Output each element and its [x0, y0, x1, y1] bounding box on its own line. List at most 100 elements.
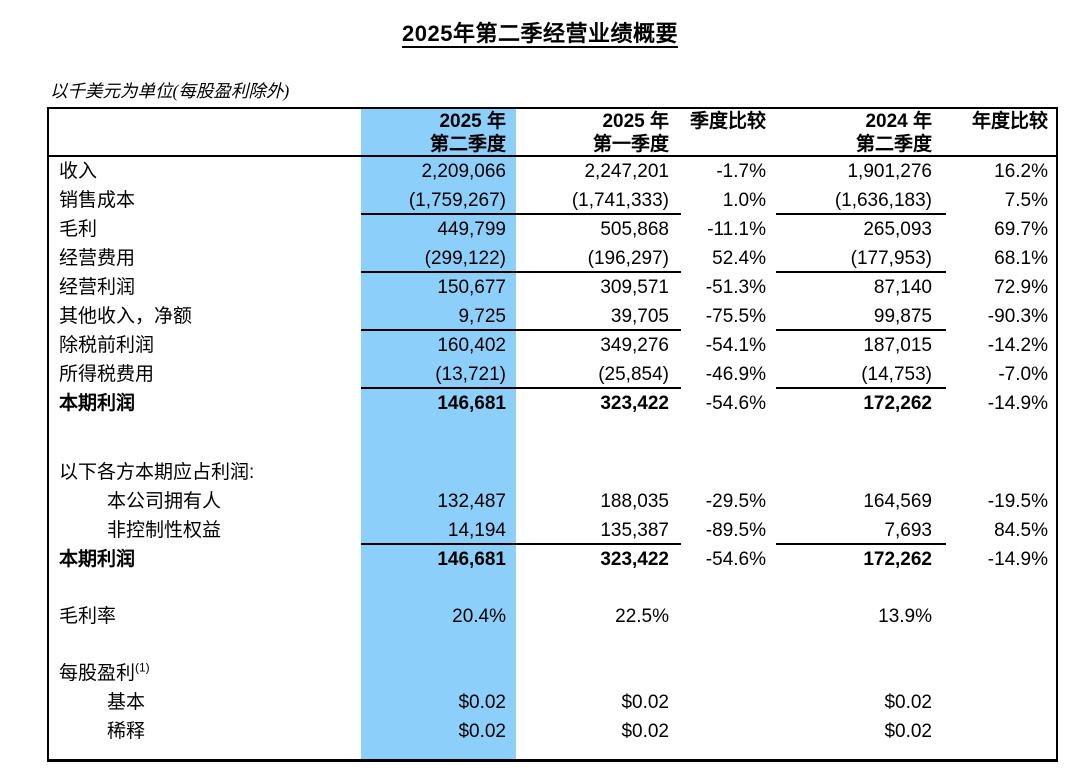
header-yoy-comparison: 年度比较 [971, 111, 1048, 132]
cell-qoq: 52.4% [712, 248, 766, 269]
cell-2024-q2: $0.02 [884, 692, 932, 713]
cell-yoy: -14.2% [987, 335, 1048, 356]
table-row: 经营利润 150,677 309,571 -51.3% 87,140 72.9% [49, 273, 1056, 302]
cell-2025-q2: (299,122) [361, 244, 516, 273]
table-row: 收入 2,209,066 2,247,201 -1.7% 1,901,276 16.2% [49, 157, 1056, 186]
cell-yoy [946, 659, 1056, 688]
cell-qoq: -29.5% [705, 491, 766, 512]
cell-yoy [946, 602, 1056, 631]
cell-qoq: -51.3% [705, 277, 766, 298]
cell-2025-q1: 309,571 [600, 277, 669, 298]
cell-2024-q2: 13.9% [878, 606, 932, 627]
row-label: 非控制性权益 [107, 520, 222, 541]
row-label: 毛利 [59, 219, 98, 240]
cell-2025-q1: 39,705 [516, 302, 681, 331]
cell-2024-q2: (14,753) [776, 360, 946, 389]
cell-yoy: -7.0% [998, 364, 1048, 385]
cell-2025-q1 [516, 659, 681, 688]
row-label: 本期利润 [59, 393, 136, 414]
cell-2025-q2: 132,487 [361, 487, 516, 516]
cell-yoy [946, 574, 1056, 602]
cell-2025-q2: 146,681 [361, 389, 516, 418]
cell-2025-q2: 449,799 [361, 215, 516, 244]
spacer-row [49, 574, 1056, 602]
cell-qoq: -1.7% [716, 161, 766, 182]
table-row: 每股盈利(1) [49, 659, 1056, 688]
table-header-row: 2025 年 第二季度 2025 年 第一季度 季度比较 2024 年 第二季度… [49, 109, 1056, 157]
row-label: 其他收入，净额 [59, 306, 193, 327]
cell-2025-q2: 20.4% [361, 602, 516, 631]
cell-2025-q1: 349,276 [600, 335, 669, 356]
header-2025-q2: 2025 年 第二季度 [361, 109, 516, 155]
cell-2025-q1 [516, 458, 681, 487]
table-row: 销售成本 (1,759,267) (1,741,333) 1.0% (1,636,183… [49, 186, 1056, 215]
cell-2025-q1: 22.5% [615, 606, 669, 627]
cell-yoy [946, 458, 1056, 487]
cell-2025-q1: 323,422 [600, 549, 669, 570]
cell-2024-q2 [776, 418, 946, 458]
row-label [49, 631, 361, 659]
cell-yoy [946, 631, 1056, 659]
cell-2025-q2 [361, 418, 516, 458]
cell-2025-q1: (1,741,333) [516, 186, 681, 215]
cell-2025-q1 [516, 418, 681, 458]
cell-qoq: -54.6% [705, 393, 766, 414]
cell-2025-q2: $0.02 [361, 717, 516, 746]
cell-2025-q2: 146,681 [361, 545, 516, 574]
cell-qoq: -54.1% [705, 335, 766, 356]
cell-2024-q2: 87,140 [873, 277, 932, 298]
spacer-row [49, 631, 1056, 659]
header-row-label [49, 109, 361, 155]
row-label: 收入 [59, 161, 98, 182]
cell-qoq [681, 688, 776, 717]
table-row: 其他收入，净额 9,725 39,705 -75.5% 99,875 -90.3% [49, 302, 1056, 331]
cell-yoy: 7.5% [1004, 190, 1048, 211]
cell-yoy: -14.9% [987, 393, 1048, 414]
row-label: 稀释 [107, 721, 146, 742]
page-title-text: 2025年第二季经营业绩概要 [402, 21, 678, 46]
row-label [49, 574, 361, 602]
cell-2025-q2: (13,721) [361, 360, 516, 389]
cell-qoq [681, 418, 776, 458]
cell-qoq [681, 458, 776, 487]
cell-qoq [681, 717, 776, 746]
cell-yoy: 16.2% [994, 161, 1048, 182]
cell-2024-q2: 1,901,276 [847, 161, 932, 182]
table-row: 稀释 $0.02 $0.02 $0.02 [49, 717, 1056, 746]
cell-2025-q2: (1,759,267) [361, 186, 516, 215]
spacer-row [49, 418, 1056, 458]
cell-qoq [681, 602, 776, 631]
cell-2024-q2: 172,262 [863, 393, 932, 414]
cell-qoq: -54.6% [705, 549, 766, 570]
cell-qoq [681, 631, 776, 659]
cell-2025-q2 [361, 659, 516, 688]
cell-yoy [946, 418, 1056, 458]
cell-2024-q2: 7,693 [776, 516, 946, 545]
row-label: 经营费用 [59, 248, 136, 269]
cell-2024-q2: (177,953) [776, 244, 946, 273]
cell-2025-q2 [361, 746, 516, 759]
units-note: 以千美元为单位(每股盈利除外) [50, 81, 290, 101]
table-row: 以下各方本期应占利润: [49, 458, 1056, 487]
cell-yoy: 68.1% [994, 248, 1048, 269]
table-row: 本公司拥有人 132,487 188,035 -29.5% 164,569 -19.5% [49, 487, 1056, 516]
cell-yoy [946, 746, 1056, 759]
cell-2025-q2 [361, 458, 516, 487]
cell-2025-q1 [516, 574, 681, 602]
footnote-marker: (1) [135, 660, 150, 675]
cell-2024-q2: 187,015 [863, 335, 932, 356]
row-label: 每股盈利(1) [59, 660, 150, 684]
table-row: 毛利率 20.4% 22.5% 13.9% [49, 602, 1056, 631]
table-row: 毛利 449,799 505,868 -11.1% 265,093 69.7% [49, 215, 1056, 244]
table-body: 收入 2,209,066 2,247,201 -1.7% 1,901,276 16.2% 销… [49, 157, 1056, 759]
cell-2024-q2 [776, 659, 946, 688]
cell-2024-q2: (1,636,183) [776, 186, 946, 215]
cell-qoq: -89.5% [705, 520, 766, 541]
table-row: 经营费用 (299,122) (196,297) 52.4% (177,953) 68.1… [49, 244, 1056, 273]
row-label: 本期利润 [59, 549, 136, 570]
header-2024-q2: 2024 年 第二季度 [855, 111, 932, 155]
cell-2025-q2: 9,725 [361, 302, 516, 331]
cell-yoy: 72.9% [994, 277, 1048, 298]
table-row: 所得税费用 (13,721) (25,854) -46.9% (14,753) -7.0% [49, 360, 1056, 389]
cell-yoy: -90.3% [987, 306, 1048, 327]
